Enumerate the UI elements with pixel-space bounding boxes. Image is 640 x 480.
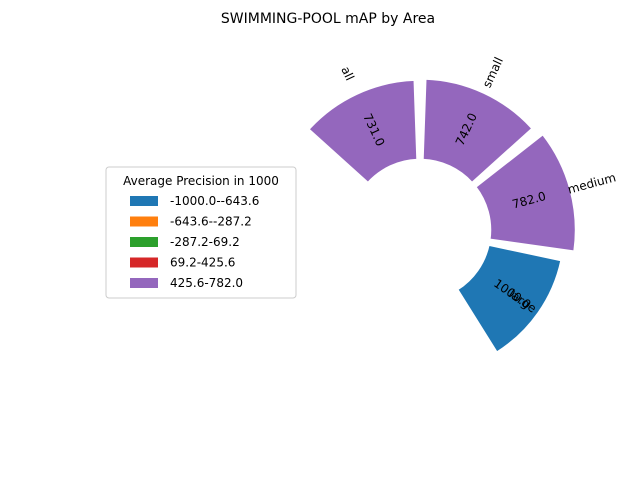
legend: Average Precision in 1000 -1000.0--643.6… bbox=[105, 166, 297, 299]
legend-label: 69.2-425.6 bbox=[170, 256, 235, 270]
bar-all bbox=[306, 78, 419, 185]
bar-small bbox=[421, 77, 535, 185]
category-label-small: small bbox=[480, 55, 506, 90]
legend-swatch bbox=[130, 278, 158, 288]
legend-swatch bbox=[130, 237, 158, 247]
bar-medium bbox=[473, 132, 578, 254]
category-label-all: all bbox=[338, 64, 357, 83]
legend-swatch bbox=[130, 196, 158, 206]
legend-label: -643.6--287.2 bbox=[170, 215, 252, 229]
legend-label: 425.6-782.0 bbox=[170, 276, 243, 290]
bar-large bbox=[455, 243, 564, 355]
legend-swatch bbox=[130, 216, 158, 227]
legend-title: Average Precision in 1000 bbox=[123, 174, 279, 188]
legend-swatch bbox=[130, 257, 158, 268]
chart-title: SWIMMING-POOL mAP by Area bbox=[221, 11, 435, 27]
category-label-medium: medium bbox=[566, 170, 617, 196]
legend-label: -287.2-69.2 bbox=[170, 235, 240, 249]
legend-label: -1000.0--643.6 bbox=[170, 194, 259, 208]
